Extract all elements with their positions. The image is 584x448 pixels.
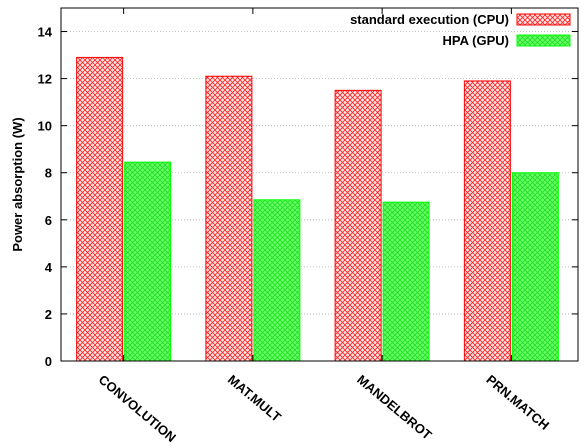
x-category-label: MAT.MULT [225,372,284,425]
legend-label-gpu: HPA (GPU) [443,33,509,48]
y-tick-label: 6 [45,213,52,228]
y-tick-label: 12 [38,72,52,87]
bar-cpu-mandelbrot [334,89,382,362]
bar-cpu-convolution [76,56,124,362]
grid-lines [61,31,578,315]
bars [76,56,559,362]
x-category-label: MANDELBROT [354,372,434,443]
legend-label-cpu: standard execution (CPU) [350,12,509,27]
x-category-label: CONVOLUTION [96,372,179,445]
bar-gpu-matmult [253,199,301,362]
legend-swatch-gpu [516,34,571,47]
bar-cpu-prnmatch [463,80,511,362]
y-tick-label: 2 [45,307,52,322]
y-axis-title: Power absorption (W) [10,117,25,251]
y-tick-label: 8 [45,166,52,181]
bar-gpu-prnmatch [511,172,559,362]
x-category-label: PRN.MATCH [483,372,552,433]
bar-gpu-mandelbrot [382,201,430,362]
y-tick-label: 0 [45,354,52,369]
y-tick-label: 4 [45,260,53,275]
legend-swatch-cpu [516,13,571,26]
bar-cpu-matmult [205,75,253,362]
plot-frame [60,7,579,362]
y-axis-ticks: 0 2 4 6 8 10 12 14 [38,25,578,369]
y-tick-label: 10 [38,119,52,134]
bar-gpu-convolution [124,161,172,362]
legend: standard execution (CPU) HPA (GPU) [350,12,571,48]
y-tick-label: 14 [38,25,53,40]
